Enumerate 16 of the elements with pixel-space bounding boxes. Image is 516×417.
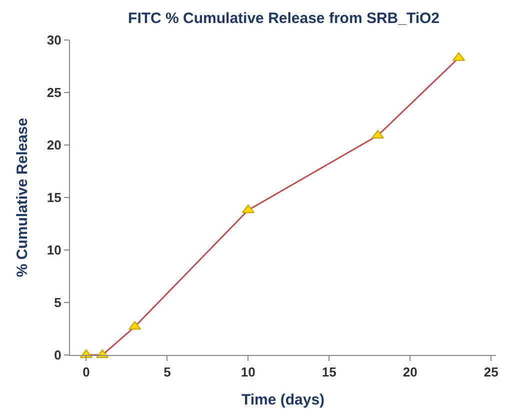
y-tick-label: 5 bbox=[54, 295, 62, 310]
y-tick-label: 20 bbox=[46, 138, 62, 153]
x-tick-label: 5 bbox=[164, 364, 171, 380]
y-tick-label: 10 bbox=[46, 242, 62, 258]
x-tick-label: 10 bbox=[240, 364, 256, 380]
y-tick-label: 25 bbox=[46, 85, 62, 100]
y-tick-label: 30 bbox=[46, 32, 62, 48]
chart-title: FITC % Cumulative Release from SRB_TiO2 bbox=[128, 10, 440, 28]
x-tick-label: 20 bbox=[402, 364, 418, 380]
x-tick-label: 25 bbox=[484, 364, 498, 380]
y-tick-label: 15 bbox=[46, 190, 62, 206]
x-tick-label: 0 bbox=[82, 364, 90, 380]
x-tick-label: 15 bbox=[322, 364, 336, 380]
y-tick-label: 0 bbox=[54, 348, 62, 363]
x-axis-title: Time (days) bbox=[241, 392, 325, 409]
y-axis-title: % Cumulative Release bbox=[14, 118, 32, 278]
